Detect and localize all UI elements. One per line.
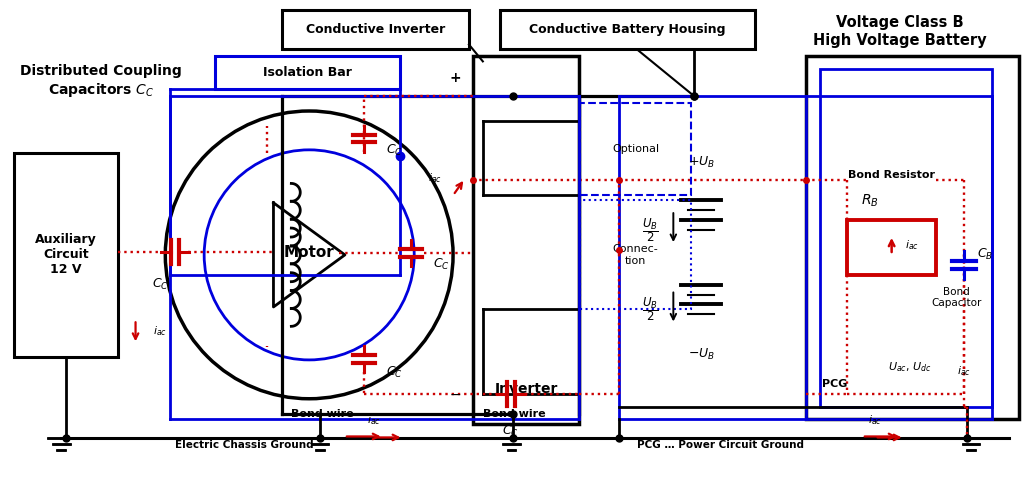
Text: $i_{ac}$: $i_{ac}$ xyxy=(957,364,971,378)
Text: Electric Chassis Ground: Electric Chassis Ground xyxy=(175,440,314,450)
Text: $+U_B$: $+U_B$ xyxy=(687,155,715,170)
Text: $-U_B$: $-U_B$ xyxy=(687,347,715,362)
Text: $-$: $-$ xyxy=(449,387,461,401)
Bar xyxy=(580,200,691,309)
Text: Inverter: Inverter xyxy=(495,382,558,396)
Bar xyxy=(580,103,691,196)
Text: Connec-
tion: Connec- tion xyxy=(612,244,658,266)
Text: Conductive Inverter: Conductive Inverter xyxy=(306,23,445,36)
Text: $R_B$: $R_B$ xyxy=(861,192,879,208)
Text: $C_C$: $C_C$ xyxy=(386,143,402,158)
Text: $i_{ac}$: $i_{ac}$ xyxy=(428,172,442,185)
Bar xyxy=(806,56,1019,419)
Text: $C_C$: $C_C$ xyxy=(502,424,519,439)
Bar xyxy=(473,56,580,424)
Bar xyxy=(283,10,469,50)
Text: $C_C$: $C_C$ xyxy=(433,257,450,272)
Bar xyxy=(215,56,400,89)
Text: Bond Resistor: Bond Resistor xyxy=(848,171,935,181)
Bar xyxy=(820,69,992,407)
Text: Motor: Motor xyxy=(284,245,335,261)
Text: $C_B$: $C_B$ xyxy=(977,247,993,262)
Text: PCG: PCG xyxy=(822,379,848,389)
Text: Conductive Battery Housing: Conductive Battery Housing xyxy=(529,23,725,36)
Text: $\dfrac{U_B}{2}$: $\dfrac{U_B}{2}$ xyxy=(642,295,658,323)
Text: Voltage Class B
High Voltage Battery: Voltage Class B High Voltage Battery xyxy=(813,15,986,48)
Text: Auxiliary
Circuit
12 V: Auxiliary Circuit 12 V xyxy=(35,233,97,276)
Text: $i_{ac}$: $i_{ac}$ xyxy=(154,325,168,338)
Text: $i_{ac}$: $i_{ac}$ xyxy=(867,413,882,426)
Text: Optional: Optional xyxy=(612,144,659,154)
Text: Distributed Coupling
Capacitors $C_C$: Distributed Coupling Capacitors $C_C$ xyxy=(19,64,181,98)
Text: Bond wire: Bond wire xyxy=(291,409,353,419)
Text: +: + xyxy=(450,71,461,85)
Text: $C_C$: $C_C$ xyxy=(152,277,169,292)
Text: $i_{ac}$: $i_{ac}$ xyxy=(367,413,381,426)
Text: Bond
Capacitor: Bond Capacitor xyxy=(931,287,981,308)
Text: Bond wire: Bond wire xyxy=(483,409,546,419)
Text: $i_{ac}$: $i_{ac}$ xyxy=(904,238,919,252)
Text: PCG … Power Circuit Ground: PCG … Power Circuit Ground xyxy=(638,440,805,450)
Bar xyxy=(14,152,118,357)
Text: $\dfrac{U_B}{2}$: $\dfrac{U_B}{2}$ xyxy=(642,216,658,244)
Bar xyxy=(500,10,755,50)
Text: $C_C$: $C_C$ xyxy=(386,364,402,380)
Bar xyxy=(847,220,936,275)
Text: $U_{ac}$, $U_{dc}$: $U_{ac}$, $U_{dc}$ xyxy=(888,360,932,374)
Text: Isolation Bar: Isolation Bar xyxy=(263,66,352,79)
